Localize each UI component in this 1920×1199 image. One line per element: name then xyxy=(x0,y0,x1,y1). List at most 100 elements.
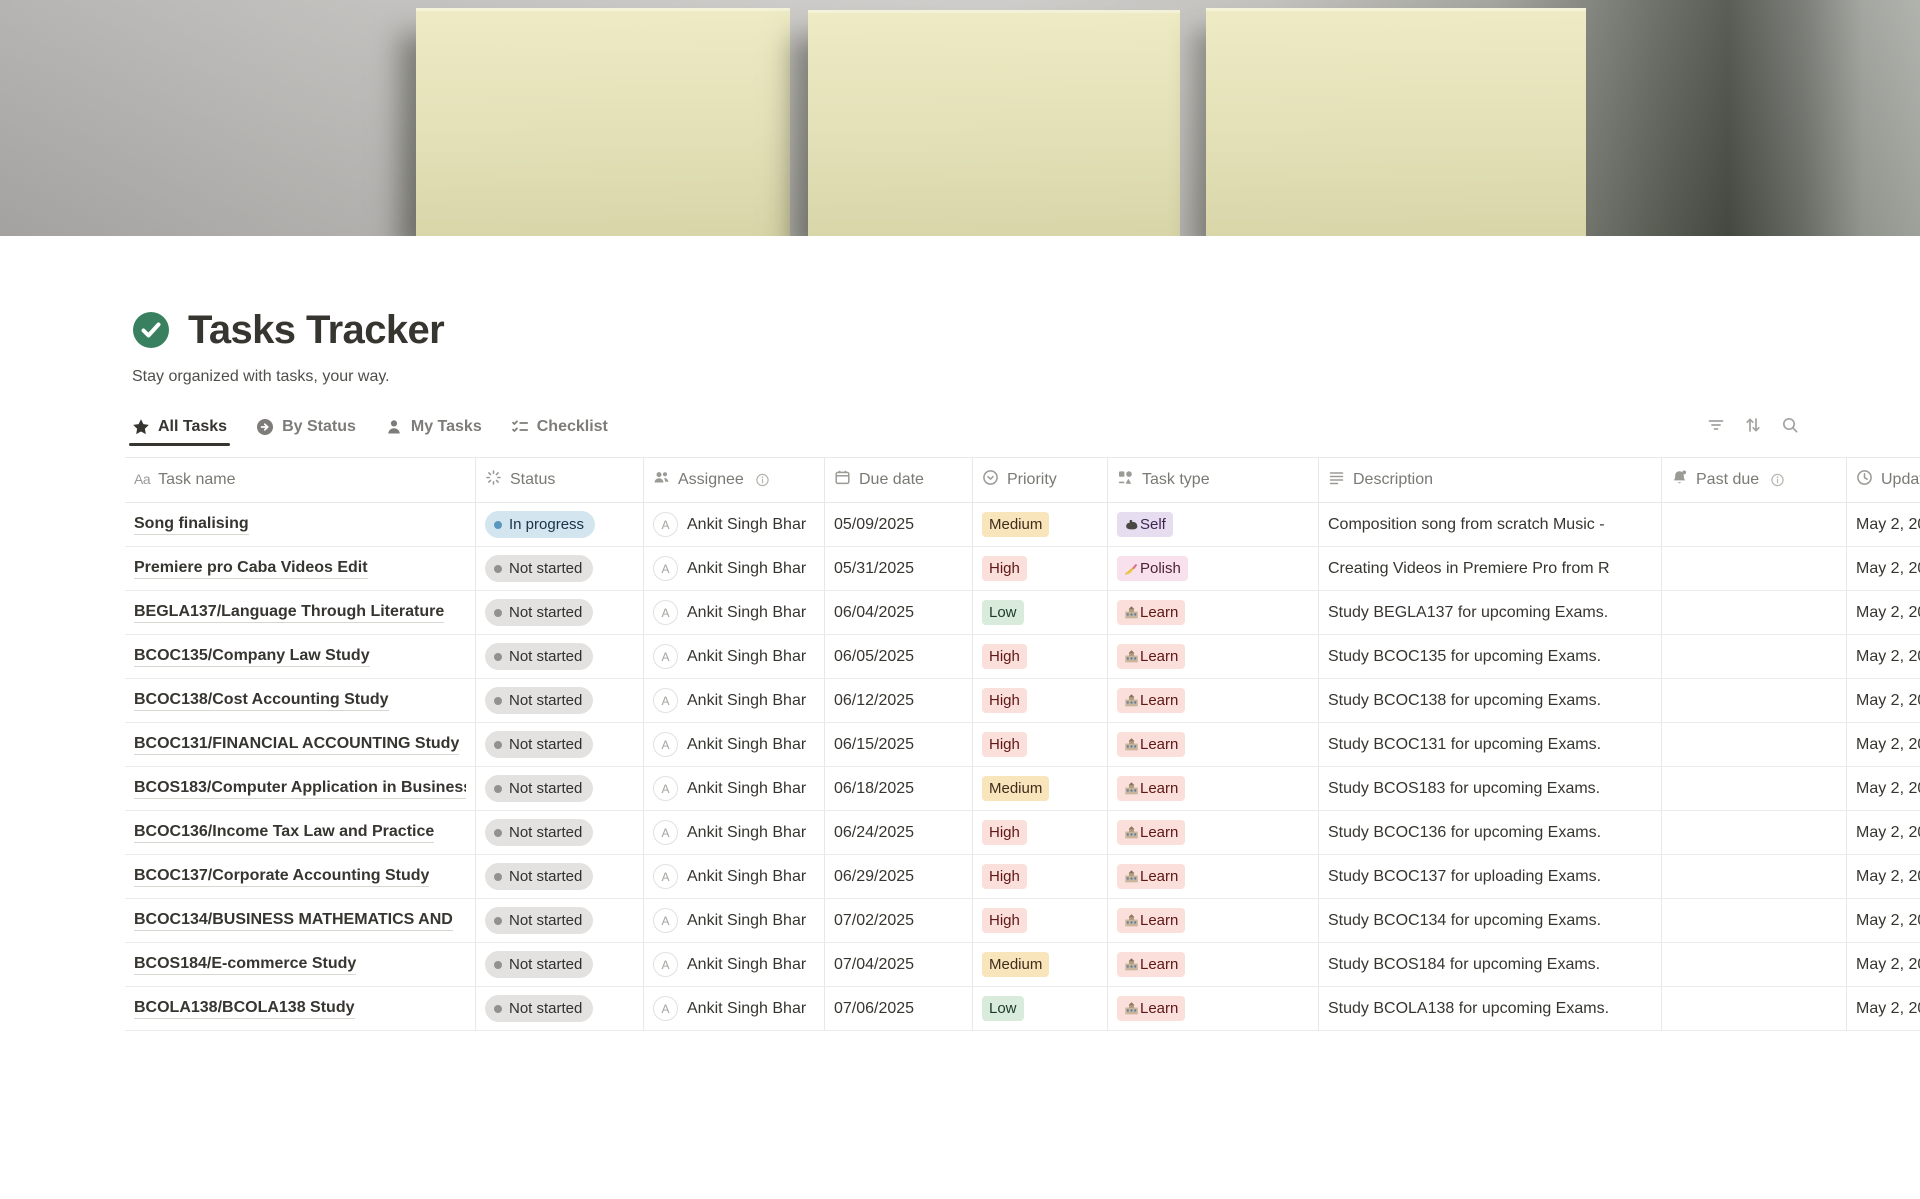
priority-tag[interactable]: Low xyxy=(982,600,1024,625)
task-type-tag[interactable]: Learn xyxy=(1117,732,1186,757)
cell-description[interactable]: Study BCOC136 for upcoming Exams. xyxy=(1319,811,1662,854)
cell-assignee[interactable]: A Ankit Singh Bhar xyxy=(644,943,825,986)
status-pill[interactable]: Not started xyxy=(485,907,594,934)
cell-task-type[interactable]: Learn xyxy=(1108,987,1319,1030)
task-type-tag[interactable]: Learn xyxy=(1117,908,1186,933)
cell-assignee[interactable]: A Ankit Singh Bhar xyxy=(644,767,825,810)
cell-description[interactable]: Study BCOC131 for upcoming Exams. xyxy=(1319,723,1662,766)
cell-due-date[interactable]: 06/12/2025 xyxy=(825,679,973,722)
cell-status[interactable]: Not started xyxy=(476,855,644,898)
cell-past-due[interactable] xyxy=(1662,767,1847,810)
cell-status[interactable]: Not started xyxy=(476,767,644,810)
cell-updated[interactable]: May 2, 2025 xyxy=(1856,559,1920,577)
task-type-tag[interactable]: Learn xyxy=(1117,820,1186,845)
task-name-link[interactable]: BCOS183/Computer Application in Business xyxy=(134,779,466,799)
cell-task-name[interactable]: BCOC137/Corporate Accounting Study xyxy=(125,855,476,898)
cell-updated[interactable]: May 2, 2025 xyxy=(1856,823,1920,841)
cell-assignee[interactable]: A Ankit Singh Bhar xyxy=(644,723,825,766)
cell-assignee[interactable]: A Ankit Singh Bhar xyxy=(644,635,825,678)
cell-due-date[interactable]: 06/05/2025 xyxy=(825,635,973,678)
cell-task-name[interactable]: BCOS184/E-commerce Study xyxy=(125,943,476,986)
status-pill[interactable]: Not started xyxy=(485,863,594,890)
cell-task-type[interactable]: Learn xyxy=(1108,899,1319,942)
cell-task-type[interactable]: Learn xyxy=(1108,635,1319,678)
sort-button[interactable] xyxy=(1743,415,1763,440)
column-header-updated[interactable]: Updated xyxy=(1847,458,1920,502)
cell-past-due[interactable] xyxy=(1662,679,1847,722)
cell-status[interactable]: Not started xyxy=(476,943,644,986)
cell-task-type[interactable]: Learn xyxy=(1108,811,1319,854)
cell-updated[interactable]: May 2, 2025 xyxy=(1856,735,1920,753)
status-pill[interactable]: Not started xyxy=(485,643,594,670)
cell-priority[interactable]: High xyxy=(973,899,1108,942)
cell-task-type[interactable]: Learn xyxy=(1108,591,1319,634)
cell-description[interactable]: Composition song from scratch Music - xyxy=(1319,503,1662,546)
cell-priority[interactable]: Low xyxy=(973,591,1108,634)
task-name-link[interactable]: Premiere pro Caba Videos Edit xyxy=(134,559,368,579)
cell-assignee[interactable]: A Ankit Singh Bhar xyxy=(644,811,825,854)
cell-task-type[interactable]: Learn xyxy=(1108,767,1319,810)
cell-status[interactable]: Not started xyxy=(476,899,644,942)
cell-description[interactable]: Study BCOLA138 for upcoming Exams. xyxy=(1319,987,1662,1030)
cell-past-due[interactable] xyxy=(1662,899,1847,942)
cell-updated[interactable]: May 2, 2025 xyxy=(1856,955,1920,973)
cell-assignee[interactable]: A Ankit Singh Bhar xyxy=(644,899,825,942)
priority-tag[interactable]: High xyxy=(982,556,1027,581)
tab-all-tasks[interactable]: All Tasks xyxy=(128,418,231,446)
cell-past-due[interactable] xyxy=(1662,635,1847,678)
cell-updated[interactable]: May 2, 2025 xyxy=(1856,911,1920,929)
cell-priority[interactable]: High xyxy=(973,679,1108,722)
cell-updated[interactable]: May 2, 2025 xyxy=(1856,779,1920,797)
cell-status[interactable]: In progress xyxy=(476,503,644,546)
cell-task-type[interactable]: Polish xyxy=(1108,547,1319,590)
cell-assignee[interactable]: A Ankit Singh Bhar xyxy=(644,547,825,590)
cell-past-due[interactable] xyxy=(1662,591,1847,634)
task-type-tag[interactable]: Learn xyxy=(1117,864,1186,889)
status-pill[interactable]: Not started xyxy=(485,995,594,1022)
cell-description[interactable]: Study BCOC138 for upcoming Exams. xyxy=(1319,679,1662,722)
cell-task-type[interactable]: Self xyxy=(1108,503,1319,546)
cell-updated[interactable]: May 2, 2025 xyxy=(1856,603,1920,621)
cell-task-type[interactable]: Learn xyxy=(1108,723,1319,766)
cell-assignee[interactable]: A Ankit Singh Bhar xyxy=(644,987,825,1030)
cell-past-due[interactable] xyxy=(1662,503,1847,546)
priority-tag[interactable]: High xyxy=(982,908,1027,933)
status-pill[interactable]: Not started xyxy=(485,819,594,846)
task-name-link[interactable]: BCOC138/Cost Accounting Study xyxy=(134,691,389,711)
cell-due-date[interactable]: 07/06/2025 xyxy=(825,987,973,1030)
task-type-tag[interactable]: Learn xyxy=(1117,644,1186,669)
priority-tag[interactable]: Medium xyxy=(982,776,1050,801)
cell-priority[interactable]: Medium xyxy=(973,943,1108,986)
cell-priority[interactable]: Medium xyxy=(973,503,1108,546)
cell-task-name[interactable]: BCOC131/FINANCIAL ACCOUNTING Study xyxy=(125,723,476,766)
cell-assignee[interactable]: A Ankit Singh Bhar xyxy=(644,591,825,634)
cell-priority[interactable]: High xyxy=(973,811,1108,854)
cell-status[interactable]: Not started xyxy=(476,591,644,634)
column-header-status[interactable]: Status xyxy=(476,458,644,502)
cell-description[interactable]: Study BEGLA137 for upcoming Exams. xyxy=(1319,591,1662,634)
priority-tag[interactable]: Low xyxy=(982,996,1024,1021)
task-name-link[interactable]: BCOC135/Company Law Study xyxy=(134,647,370,667)
column-header-due-date[interactable]: Due date xyxy=(825,458,973,502)
cell-description[interactable]: Study BCOC137 for uploading Exams. xyxy=(1319,855,1662,898)
cell-task-name[interactable]: BCOS183/Computer Application in Business xyxy=(125,767,476,810)
cell-priority[interactable]: High xyxy=(973,635,1108,678)
cell-task-name[interactable]: Premiere pro Caba Videos Edit xyxy=(125,547,476,590)
priority-tag[interactable]: High xyxy=(982,864,1027,889)
tab-by-status[interactable]: By Status xyxy=(256,418,356,436)
status-pill[interactable]: Not started xyxy=(485,687,594,714)
cell-due-date[interactable]: 05/31/2025 xyxy=(825,547,973,590)
cell-assignee[interactable]: A Ankit Singh Bhar xyxy=(644,679,825,722)
task-type-tag[interactable]: Learn xyxy=(1117,952,1186,977)
cell-task-type[interactable]: Learn xyxy=(1108,943,1319,986)
cell-status[interactable]: Not started xyxy=(476,987,644,1030)
task-name-link[interactable]: BCOLA138/BCOLA138 Study xyxy=(134,999,355,1019)
cell-past-due[interactable] xyxy=(1662,987,1847,1030)
status-pill[interactable]: Not started xyxy=(485,599,594,626)
task-name-link[interactable]: BCOS184/E-commerce Study xyxy=(134,955,357,975)
cell-due-date[interactable]: 07/04/2025 xyxy=(825,943,973,986)
column-header-past-due[interactable]: Past due xyxy=(1662,458,1847,502)
cell-due-date[interactable]: 06/29/2025 xyxy=(825,855,973,898)
cell-status[interactable]: Not started xyxy=(476,547,644,590)
status-pill[interactable]: In progress xyxy=(485,511,596,538)
